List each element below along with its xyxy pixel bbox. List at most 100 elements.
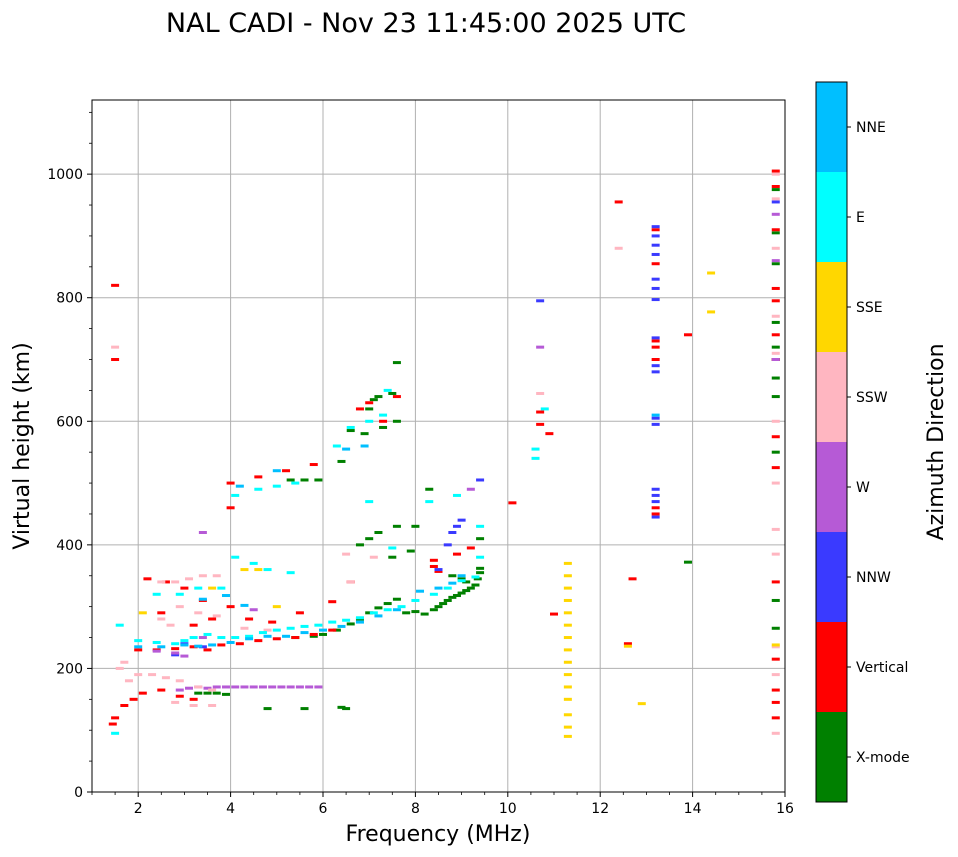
data-point-vertical <box>226 506 235 510</box>
x-tick-label: 16 <box>776 801 794 817</box>
data-point-x-mode <box>286 478 295 482</box>
chart-title: NAL CADI - Nov 23 11:45:00 2025 UTC <box>166 8 686 39</box>
colorbar-segment <box>816 442 847 532</box>
data-point-e <box>152 592 161 596</box>
data-point-ssw <box>194 611 203 615</box>
data-point-vertical <box>111 283 120 287</box>
data-point-ssw <box>771 419 780 423</box>
data-point-nnw <box>651 493 660 497</box>
data-point-e <box>180 639 189 643</box>
data-point-nnw <box>651 298 660 302</box>
data-point-e <box>411 598 420 602</box>
colorbar-tick-label: SSE <box>856 300 883 316</box>
data-point-w <box>185 686 194 690</box>
data-point-ssw <box>115 666 124 670</box>
data-point-e <box>443 586 452 590</box>
data-point-w <box>771 358 780 361</box>
data-point-e <box>272 628 281 632</box>
data-point-w <box>277 685 286 689</box>
data-point-e <box>152 640 161 644</box>
colorbar-segment <box>816 352 847 442</box>
y-tick-label: 200 <box>56 661 83 677</box>
data-point-x-mode <box>203 691 212 695</box>
data-point-w <box>286 685 295 689</box>
data-point-ssw <box>240 626 249 630</box>
data-point-w <box>295 685 304 689</box>
data-point-w <box>536 345 545 349</box>
data-point-ssw <box>161 676 170 680</box>
data-point-ssw <box>536 391 545 395</box>
data-point-e <box>471 575 480 579</box>
data-point-vertical <box>434 569 443 573</box>
data-point-vertical <box>235 642 244 646</box>
data-point-vertical <box>161 580 170 584</box>
data-point-x-mode <box>448 574 457 578</box>
data-point-w <box>771 212 780 216</box>
colorbar-tick-label: Vertical <box>856 660 908 676</box>
data-point-vertical <box>771 700 780 704</box>
data-point-nne <box>355 620 364 624</box>
colorbar-segment <box>816 532 847 622</box>
data-point-x-mode <box>771 231 780 235</box>
x-tick-label: 14 <box>684 801 702 817</box>
data-point-sse <box>563 673 572 677</box>
data-point-x-mode <box>771 188 780 192</box>
data-point-nnw <box>651 277 660 281</box>
data-point-nne <box>651 413 660 417</box>
x-tick-label: 8 <box>411 801 420 817</box>
data-point-nnw <box>651 225 660 229</box>
data-point-vertical <box>771 435 780 439</box>
data-point-vertical <box>309 632 318 636</box>
data-point-x-mode <box>771 395 780 399</box>
data-point-nne <box>300 631 309 635</box>
data-point-vertical <box>157 611 166 615</box>
data-point-w <box>175 688 184 692</box>
data-point-sse <box>563 734 572 738</box>
data-point-nne <box>240 603 249 607</box>
axes: 2 4 6 8 10 12 14 16 0 200 400 600 800 1000 <box>47 111 794 817</box>
data-point-vertical <box>226 605 235 609</box>
data-point-vertical <box>111 358 120 361</box>
data-point-vertical <box>508 501 517 505</box>
data-point-x-mode <box>221 692 230 696</box>
data-point-nnw <box>651 252 660 256</box>
data-point-e <box>231 636 240 640</box>
data-point-x-mode <box>388 555 397 559</box>
data-point-e <box>231 493 240 497</box>
data-point-x-mode <box>309 634 318 638</box>
data-point-vertical <box>771 657 780 661</box>
data-point-e <box>115 623 124 627</box>
data-point-vertical <box>536 422 545 426</box>
data-point-e <box>365 419 374 423</box>
data-point-x-mode <box>212 691 221 695</box>
data-point-x-mode <box>425 487 434 491</box>
data-point-w <box>314 685 323 689</box>
data-point-vertical <box>189 645 198 649</box>
data-point-x-mode <box>402 611 411 615</box>
data-point-sse <box>563 636 572 640</box>
colorbar-segment <box>816 172 847 262</box>
data-point-x-mode <box>379 425 388 429</box>
data-point-sse <box>563 725 572 729</box>
data-point-e <box>397 605 406 609</box>
data-point-x-mode <box>337 705 346 709</box>
data-point-vertical <box>120 704 129 707</box>
data-point-vertical <box>771 466 780 470</box>
data-point-x-mode <box>434 605 443 609</box>
data-point-sse <box>637 702 646 706</box>
data-point-w <box>221 685 230 689</box>
data-point-nne <box>448 581 457 585</box>
data-point-ssw <box>771 314 780 318</box>
data-point-e <box>342 618 351 622</box>
data-point-w <box>249 685 258 689</box>
data-point-nne <box>374 614 383 618</box>
data-point-vertical <box>134 648 143 652</box>
data-point-ssw <box>157 580 166 584</box>
data-point-nne <box>235 484 244 488</box>
data-point-vertical <box>651 358 660 361</box>
data-point-x-mode <box>443 598 452 602</box>
data-point-vertical <box>466 546 475 550</box>
data-point-vertical <box>771 688 780 692</box>
data-point-x-mode <box>374 395 383 399</box>
colorbar-tick-label: NNW <box>856 570 891 586</box>
